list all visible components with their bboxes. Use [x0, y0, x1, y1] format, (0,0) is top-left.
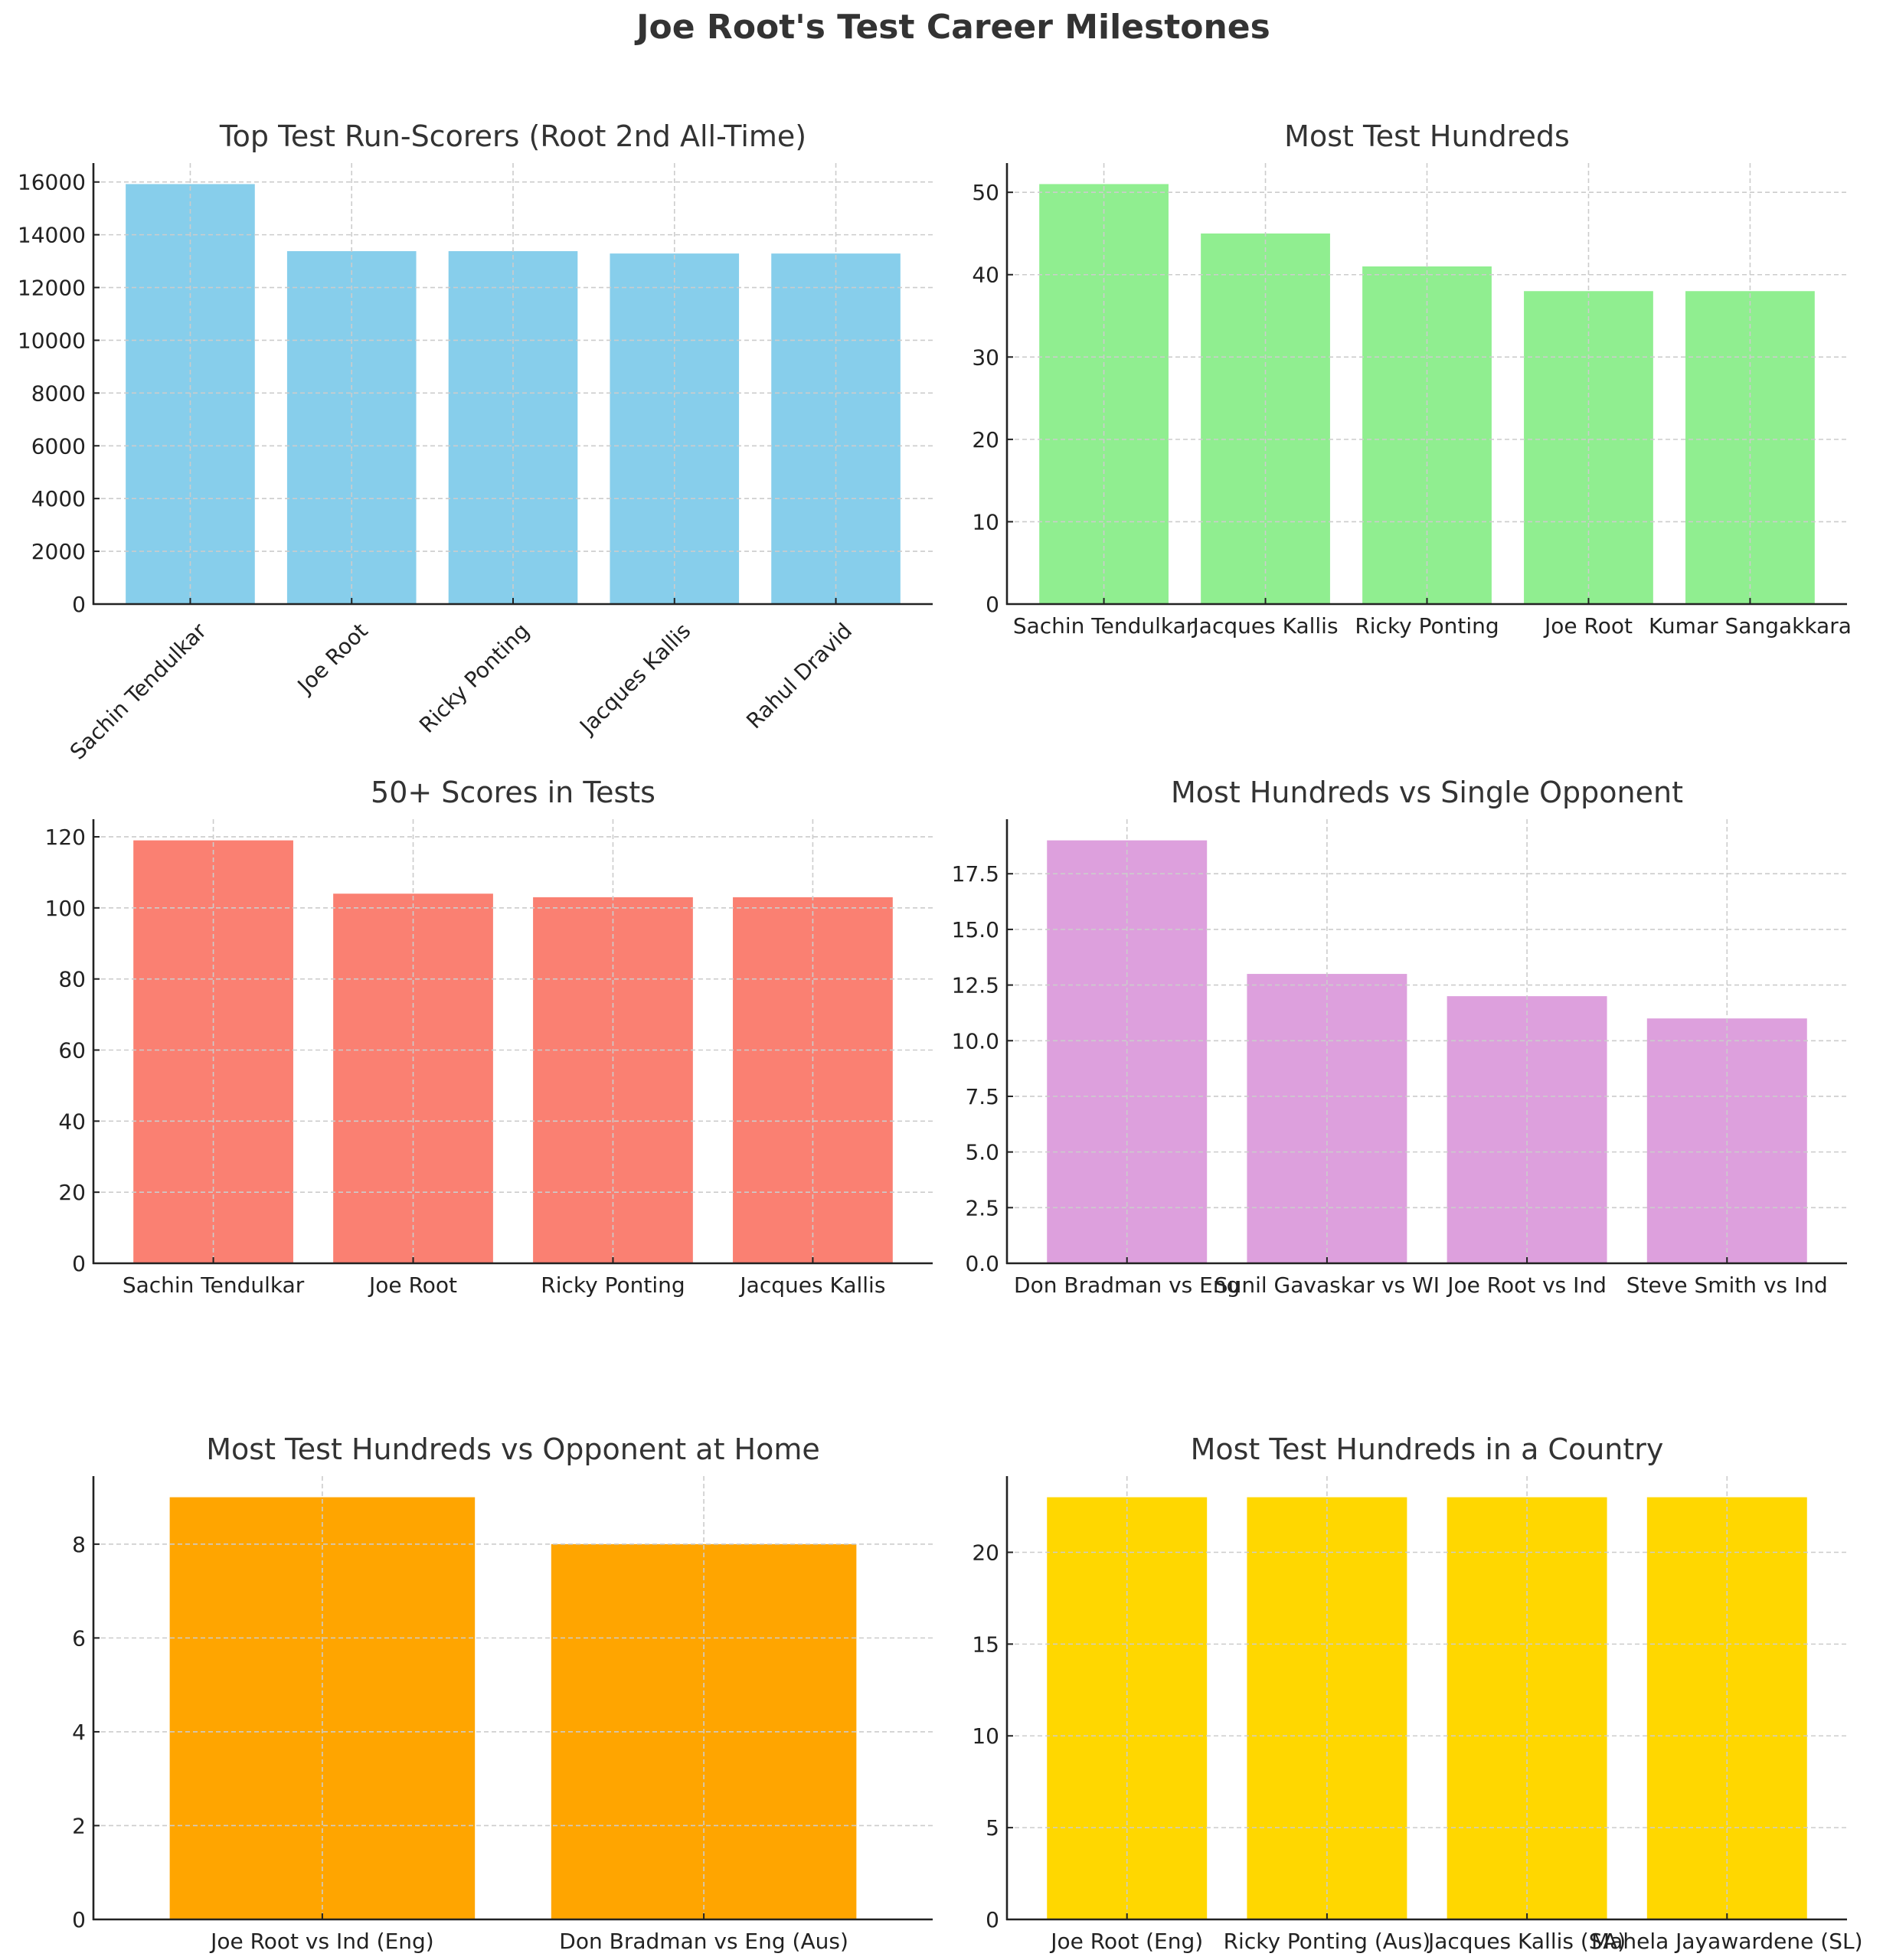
- y-tick-label: 5.0: [965, 1140, 999, 1165]
- subplot-title: Most Hundreds vs Single Opponent: [1171, 776, 1683, 809]
- x-tick-label: Jacques Kallis: [738, 1272, 885, 1298]
- y-tick-label: 30: [972, 345, 999, 370]
- y-tick-label: 12000: [18, 276, 86, 301]
- y-tick-label: 7.5: [965, 1084, 999, 1109]
- subplot-1: Top Test Run-Scorers (Root 2nd All-Time)…: [18, 119, 933, 765]
- y-tick-label: 4000: [31, 486, 86, 511]
- y-tick-label: 15.0: [952, 917, 999, 942]
- x-tick-label: Kumar Sangakkara: [1649, 613, 1852, 639]
- subplot-title: Most Test Hundreds: [1284, 119, 1570, 153]
- y-tick-label: 14000: [18, 223, 86, 248]
- x-tick-label: Steve Smith vs Ind: [1626, 1272, 1828, 1298]
- x-tick-label: Jacques Kallis: [574, 618, 695, 740]
- bar: [610, 253, 740, 604]
- x-tick-label: Ricky Ponting (Aus): [1224, 1929, 1431, 1954]
- subplot-grid: Top Test Run-Scorers (Root 2nd All-Time)…: [18, 119, 1863, 1954]
- y-tick-label: 10: [972, 1723, 999, 1749]
- x-tick-label: Joe Root: [292, 618, 373, 699]
- y-tick-label: 10: [972, 509, 999, 534]
- x-tick-label: Joe Root: [368, 1272, 457, 1298]
- subplot-5: Most Test Hundreds vs Opponent at Home 0 2…: [72, 1432, 933, 1954]
- y-tick-label: 40: [58, 1109, 86, 1134]
- subplot-title: Top Test Run-Scorers (Root 2nd All-Time): [219, 119, 806, 153]
- x-tick-label: Ricky Ponting: [541, 1272, 685, 1298]
- x-tick-label: Joe Root vs Ind (Eng): [209, 1929, 434, 1954]
- y-tick-label: 2: [72, 1813, 86, 1838]
- subplot-title: Most Test Hundreds in a Country: [1191, 1432, 1664, 1466]
- subplot-3: 50+ Scores in Tests 0 20 40 60 80 100 120 Sachin…: [45, 776, 933, 1298]
- x-tick-label: Joe Root: [1543, 613, 1633, 639]
- x-tick-label: Sachin Tendulkar: [123, 1272, 305, 1298]
- y-tick-label: 4: [72, 1720, 86, 1745]
- y-tick-label: 60: [58, 1037, 86, 1063]
- subplot-2: Most Test Hundreds 0 10 20 30 40 50 Sachin Tend…: [972, 119, 1852, 639]
- subplot-4: Most Hundreds vs Single Opponent 0.0 2.5 5.…: [952, 776, 1847, 1298]
- x-tick-label: Rahul Dravid: [741, 618, 857, 733]
- y-tick-label: 0: [986, 1907, 999, 1932]
- y-tick-label: 2000: [31, 539, 86, 564]
- y-tick-label: 10000: [18, 328, 86, 353]
- y-tick-label: 50: [972, 180, 999, 205]
- subplot-6: Most Test Hundreds in a Country 0 5 10 15 20 J…: [972, 1432, 1862, 1954]
- bar: [333, 893, 493, 1263]
- x-tick-label: Don Bradman vs Eng (Aus): [559, 1929, 848, 1954]
- y-tick-label: 6: [72, 1625, 86, 1651]
- y-tick-label: 20: [972, 1540, 999, 1565]
- x-tick-label: Sachin Tendulkar: [65, 618, 212, 765]
- x-tick-label: Ricky Ponting: [414, 618, 534, 738]
- x-tick-label: Joe Root vs Ind: [1446, 1272, 1607, 1298]
- y-tick-label: 40: [972, 263, 999, 288]
- y-tick-label: 16000: [18, 170, 86, 195]
- x-tick-label: Sunil Gavaskar vs WI: [1214, 1272, 1440, 1298]
- y-tick-label: 80: [58, 967, 86, 992]
- x-tick-label: Jacques Kallis: [1192, 613, 1339, 639]
- y-tick-label: 15: [972, 1632, 999, 1657]
- x-tick-label: Jacques Kallis (SA): [1427, 1929, 1626, 1954]
- x-tick-label: Mahela Jayawardene (SL): [1591, 1929, 1862, 1954]
- y-tick-label: 100: [45, 896, 86, 921]
- x-tick-label: Sachin Tendulkar: [1013, 613, 1195, 639]
- y-tick-label: 8000: [31, 381, 86, 406]
- y-tick-label: 0: [72, 1251, 86, 1276]
- y-tick-label: 12.5: [952, 973, 999, 998]
- y-tick-label: 20: [58, 1180, 86, 1205]
- y-tick-label: 6000: [31, 433, 86, 459]
- x-tick-label: Ricky Ponting: [1355, 613, 1499, 639]
- x-tick-label: Joe Root (Eng): [1049, 1929, 1203, 1954]
- y-tick-label: 2.5: [965, 1195, 999, 1220]
- y-tick-label: 0: [72, 592, 86, 617]
- y-tick-label: 5: [986, 1815, 999, 1841]
- y-tick-label: 17.5: [952, 861, 999, 887]
- y-tick-label: 8: [72, 1532, 86, 1557]
- y-tick-label: 0: [72, 1907, 86, 1932]
- subplot-title: 50+ Scores in Tests: [371, 776, 655, 809]
- y-tick-label: 0: [986, 592, 999, 617]
- subplot-title: Most Test Hundreds vs Opponent at Home: [206, 1432, 820, 1466]
- figure-title: Joe Root's Test Career Milestones: [634, 8, 1270, 47]
- y-tick-label: 0.0: [965, 1251, 999, 1276]
- y-tick-label: 120: [45, 825, 86, 850]
- x-tick-label: Don Bradman vs Eng: [1014, 1272, 1240, 1298]
- y-tick-label: 20: [972, 427, 999, 452]
- y-tick-label: 10.0: [952, 1028, 999, 1054]
